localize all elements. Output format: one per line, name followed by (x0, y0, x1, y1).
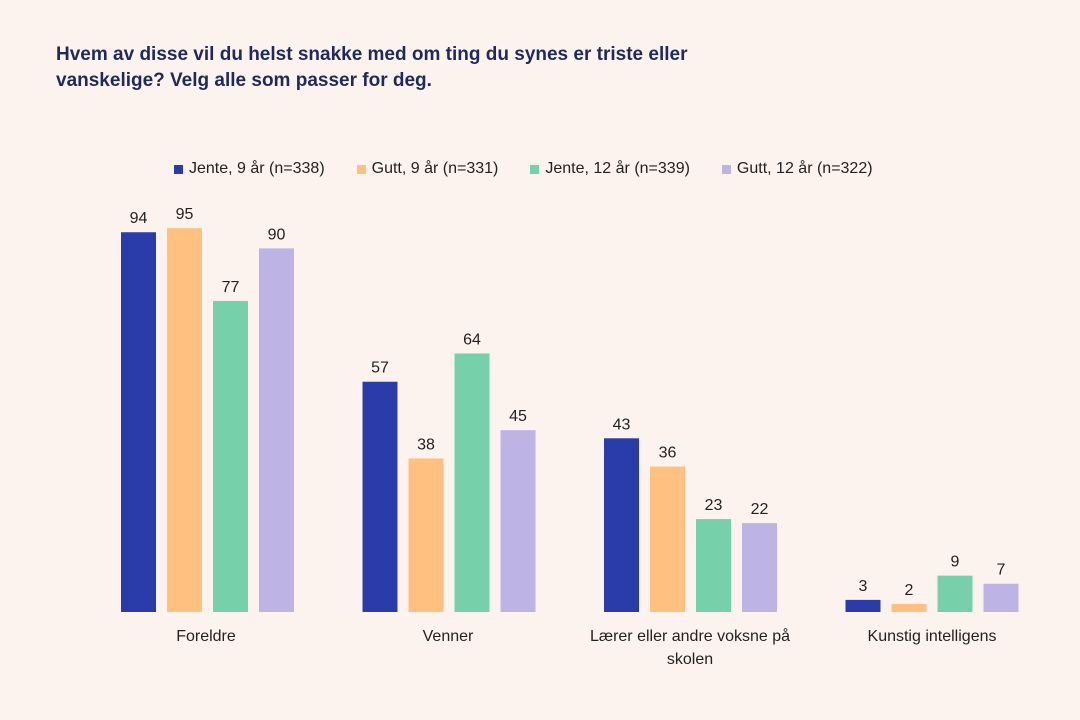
bar (983, 583, 1019, 612)
legend-swatch (174, 164, 183, 174)
category-label: Venner (422, 628, 474, 645)
legend-item: Jente, 12 år (n=339) (530, 160, 690, 178)
bar (891, 603, 927, 612)
legend-item: Gutt, 12 år (n=322) (721, 160, 873, 178)
legend-swatch (530, 164, 540, 174)
bar (167, 228, 202, 612)
legend: Jente, 9 år (n=338) Gutt, 9 år (n=331) J… (174, 160, 873, 178)
category-label: Kunstig intelligens (867, 628, 997, 645)
bar (362, 381, 398, 612)
bar (213, 300, 248, 612)
data-label: 57 (371, 360, 389, 377)
category-label: Foreldre (176, 628, 236, 645)
legend-item: Jente, 9 år (n=338) (174, 160, 325, 178)
data-label: 77 (222, 279, 240, 296)
data-label: 90 (268, 226, 286, 243)
chart-title: Hvem av disse vil du helst snakke med om… (56, 44, 688, 91)
legend-item: Gutt, 9 år (n=331) (356, 160, 499, 178)
legend-label: Jente, 12 år (n=339) (545, 160, 690, 177)
bar (650, 466, 685, 612)
data-label: 95 (176, 206, 194, 223)
data-label: 3 (859, 578, 868, 595)
legend-swatch (721, 164, 731, 174)
legend-label: Gutt, 9 år (n=331) (371, 160, 499, 177)
data-label: 9 (951, 554, 960, 571)
bar (845, 599, 881, 612)
bar (259, 248, 294, 612)
data-label: 22 (751, 501, 769, 518)
bar (696, 519, 731, 612)
legend-label: Gutt, 12 år (n=322) (736, 160, 873, 177)
legend-label: Jente, 9 år (n=338) (189, 160, 325, 177)
bar (408, 458, 444, 612)
category-label: Lærer eller andre voksne på skolen (589, 628, 791, 668)
data-label: 2 (905, 582, 914, 599)
bar (937, 575, 973, 612)
bar (604, 438, 639, 612)
bar (742, 523, 777, 612)
data-label: 94 (130, 210, 148, 227)
data-label: 64 (463, 331, 481, 348)
bar (500, 430, 536, 612)
data-label: 43 (613, 416, 631, 433)
bar (121, 232, 156, 613)
data-label: 23 (705, 497, 723, 514)
bar (454, 353, 490, 612)
data-label: 36 (659, 445, 677, 462)
legend-swatch (356, 164, 366, 174)
data-label: 38 (417, 436, 435, 453)
data-label: 7 (997, 562, 1006, 579)
data-label: 45 (509, 408, 527, 425)
